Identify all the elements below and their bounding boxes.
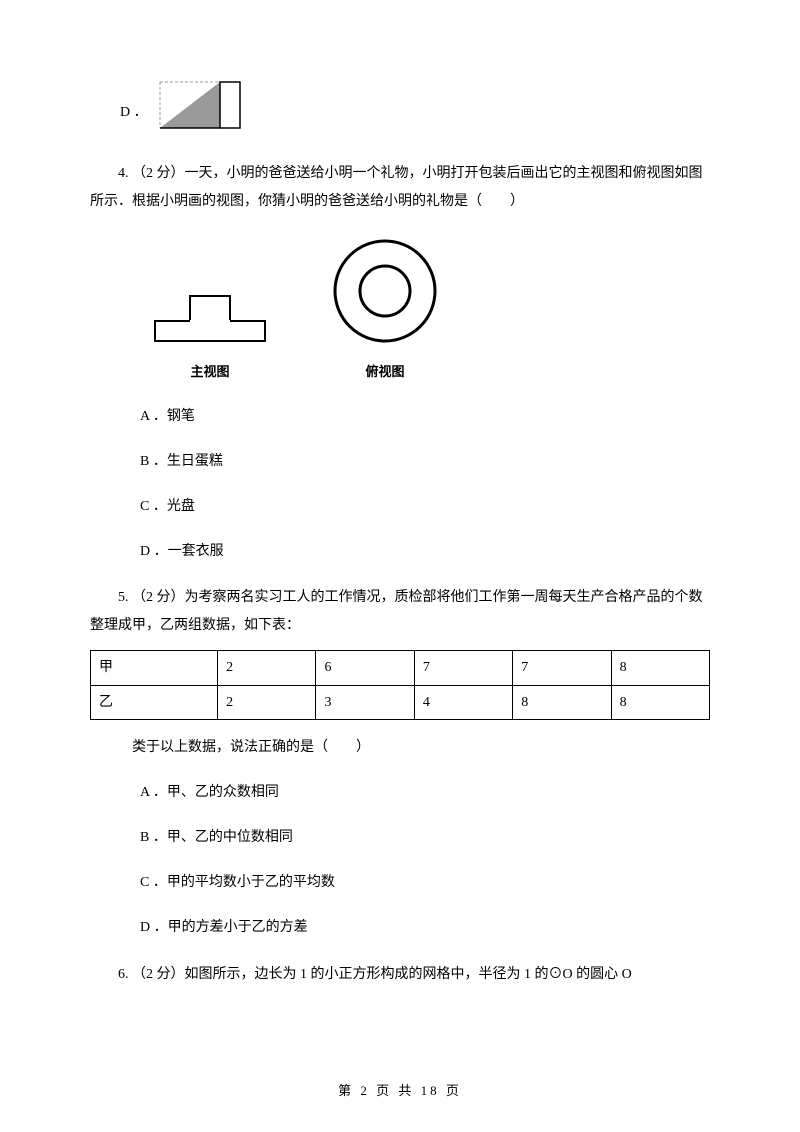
cell: 7 <box>513 651 611 685</box>
q4-text: 4. （2 分）一天，小明的爸爸送给小明一个礼物，小明打开包装后画出它的主视图和… <box>90 160 710 216</box>
table-row: 甲 2 6 7 7 8 <box>91 651 710 685</box>
cell: 2 <box>218 685 316 719</box>
option-d-label: D ． <box>120 100 148 130</box>
q4-top-label: 俯视图 <box>330 360 440 383</box>
cell: 2 <box>218 651 316 685</box>
q4-front-view: 主视图 <box>150 286 270 384</box>
q4-option-a: A ．钢笔 <box>90 404 710 429</box>
q5-option-c: C ．甲的平均数小于乙的平均数 <box>90 870 710 895</box>
q4-top-view: 俯视图 <box>330 236 440 384</box>
cell: 7 <box>414 651 512 685</box>
cell: 6 <box>316 651 414 685</box>
q4-option-d: D ．一套衣服 <box>90 539 710 564</box>
cell: 甲 <box>91 651 218 685</box>
cell: 8 <box>611 651 709 685</box>
q5-statement: 类于以上数据，说法正确的是（ ） <box>90 735 710 760</box>
page-footer: 第 2 页 共 18 页 <box>0 1079 800 1102</box>
cell: 4 <box>414 685 512 719</box>
option-d-block: D ． <box>90 80 710 130</box>
q5-text: 5. （2 分）为考察两名实习工人的工作情况，质检部将他们工作第一周每天生产合格… <box>90 584 710 640</box>
table-row: 乙 2 3 4 8 8 <box>91 685 710 719</box>
cell: 8 <box>611 685 709 719</box>
q5-option-d: D ．甲的方差小于乙的方差 <box>90 915 710 940</box>
q6-text: 6. （2 分）如图所示，边长为 1 的小正方形构成的网格中，半径为 1 的⊙O… <box>90 961 710 989</box>
q5-option-a: A ．甲、乙的众数相同 <box>90 780 710 805</box>
cell: 8 <box>513 685 611 719</box>
cell: 乙 <box>91 685 218 719</box>
q4-figures: 主视图 俯视图 <box>90 236 710 384</box>
q4-option-c: C ．光盘 <box>90 494 710 519</box>
q5-table: 甲 2 6 7 7 8 乙 2 3 4 8 8 <box>90 650 710 719</box>
q4-option-b: B ．生日蛋糕 <box>90 449 710 474</box>
option-d-figure <box>158 80 243 130</box>
cell: 3 <box>316 685 414 719</box>
q5-option-b: B ．甲、乙的中位数相同 <box>90 825 710 850</box>
q4-front-label: 主视图 <box>150 360 270 383</box>
